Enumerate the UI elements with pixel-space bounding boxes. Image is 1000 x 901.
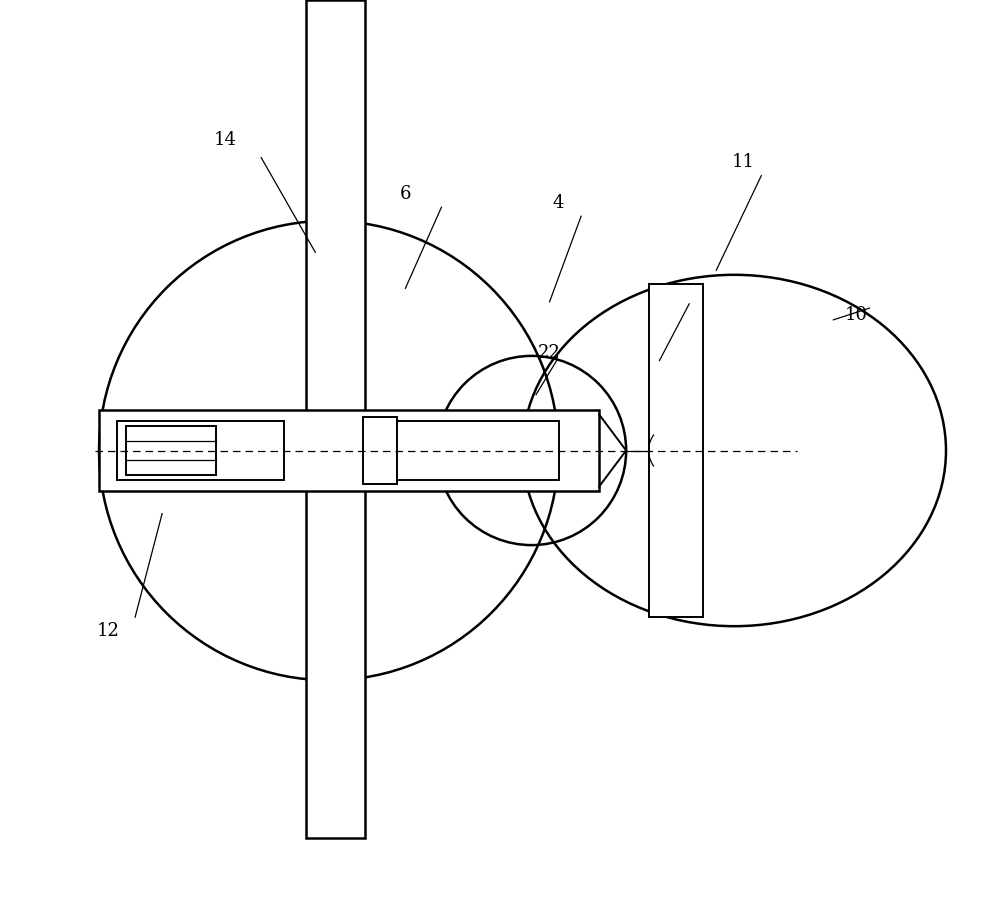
Bar <box>126 426 216 475</box>
Bar <box>397 421 559 480</box>
Text: 4: 4 <box>553 194 564 212</box>
Text: 10: 10 <box>844 306 867 324</box>
Bar <box>99 410 599 491</box>
Bar <box>363 417 397 484</box>
Text: 6: 6 <box>400 185 411 203</box>
Bar <box>117 421 284 480</box>
Bar <box>649 284 703 617</box>
Text: 12: 12 <box>97 622 120 640</box>
Bar <box>306 0 365 838</box>
Text: 11: 11 <box>732 153 755 171</box>
Text: 22: 22 <box>538 344 561 362</box>
Text: 14: 14 <box>214 131 237 149</box>
